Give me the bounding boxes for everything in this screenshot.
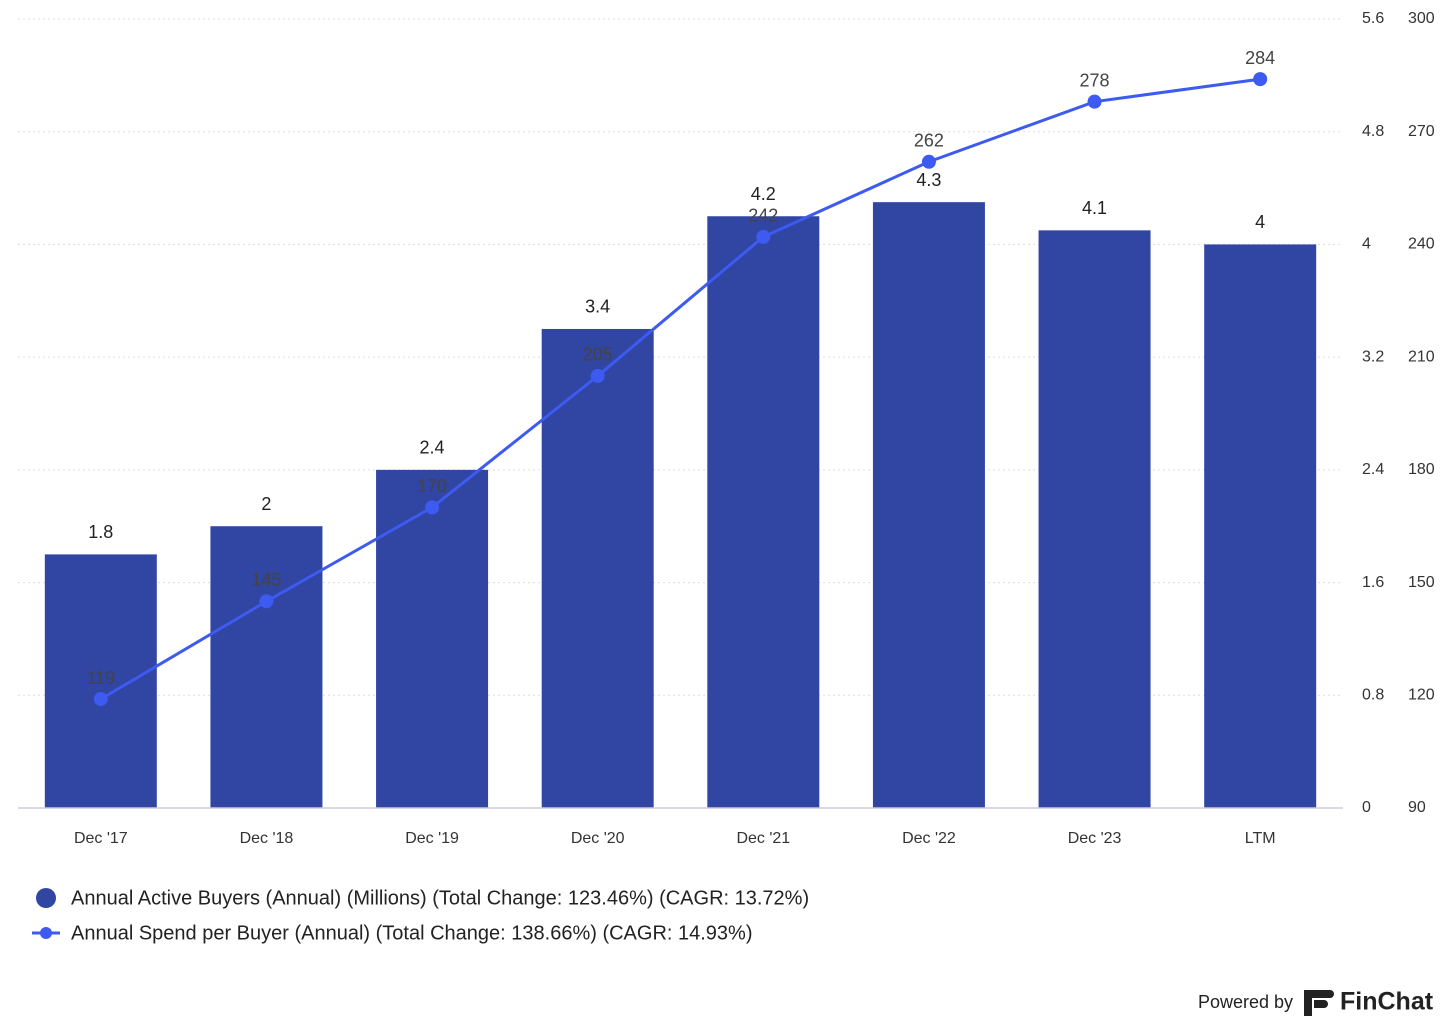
y2-tick-label: 210 bbox=[1408, 348, 1435, 365]
line bbox=[100, 77, 1261, 701]
bar-value-label: 4.1 bbox=[1082, 198, 1107, 218]
legend-swatch bbox=[36, 888, 56, 908]
bar-value-label: 4.2 bbox=[751, 184, 776, 204]
line-point bbox=[756, 229, 771, 244]
footer: Powered by FinChat bbox=[1198, 988, 1434, 1016]
x-tick-label: Dec '18 bbox=[240, 830, 294, 847]
bar bbox=[707, 216, 820, 808]
x-tick-label: LTM bbox=[1245, 830, 1276, 847]
bar bbox=[376, 469, 489, 808]
line-point bbox=[921, 154, 936, 169]
line-point bbox=[259, 594, 274, 609]
x-tick-label: Dec '19 bbox=[405, 830, 459, 847]
bar bbox=[1204, 244, 1317, 808]
x-tick-label: Dec '22 bbox=[902, 830, 956, 847]
line-value-label: 278 bbox=[1080, 70, 1110, 90]
y-tick-label: 4 bbox=[1362, 236, 1371, 253]
bar bbox=[1038, 230, 1151, 808]
legend-swatch bbox=[40, 927, 52, 939]
line-value-label: 170 bbox=[417, 476, 447, 496]
line-value-label: 242 bbox=[748, 206, 778, 226]
y-tick-label: 5.6 bbox=[1362, 10, 1384, 27]
bar-value-label: 2.4 bbox=[420, 438, 445, 458]
y-tick-label: 0 bbox=[1362, 799, 1371, 816]
y2-tick-label: 270 bbox=[1408, 123, 1435, 140]
bar bbox=[44, 554, 157, 808]
x-tick-label: Dec '23 bbox=[1068, 830, 1122, 847]
bar bbox=[541, 328, 654, 808]
y-tick-label: 0.8 bbox=[1362, 687, 1384, 704]
y-tick-label: 3.2 bbox=[1362, 348, 1384, 365]
y-tick-label: 4.8 bbox=[1362, 123, 1384, 140]
bar-value-label: 4.3 bbox=[916, 170, 941, 190]
legend-label: Annual Spend per Buyer (Annual) (Total C… bbox=[71, 922, 753, 944]
line-point bbox=[590, 368, 605, 383]
line-value-label: 262 bbox=[914, 131, 944, 151]
bar-value-label: 1.8 bbox=[88, 522, 113, 542]
line-value-label: 145 bbox=[251, 570, 281, 590]
y-tick-label: 2.4 bbox=[1362, 461, 1384, 478]
line-point bbox=[425, 500, 440, 515]
line-value-label: 205 bbox=[583, 345, 613, 365]
y2-tick-label: 180 bbox=[1408, 461, 1435, 478]
legend-label: Annual Active Buyers (Annual) (Millions)… bbox=[71, 887, 809, 909]
y2-tick-label: 120 bbox=[1408, 687, 1435, 704]
brand-logo bbox=[1304, 990, 1334, 1016]
brand: FinChat bbox=[1340, 988, 1434, 1016]
bar bbox=[210, 526, 323, 808]
bar-value-label: 2 bbox=[261, 494, 271, 514]
bar bbox=[872, 202, 985, 809]
line-point bbox=[1087, 94, 1102, 109]
x-tick-label: Dec '21 bbox=[736, 830, 790, 847]
line-point bbox=[1253, 72, 1268, 87]
y2-tick-label: 240 bbox=[1408, 236, 1435, 253]
line-value-label: 119 bbox=[86, 668, 115, 688]
x-tick-label: Dec '20 bbox=[571, 830, 625, 847]
legend: Annual Active Buyers (Annual) (Millions)… bbox=[32, 887, 809, 944]
x-tick-label: Dec '17 bbox=[74, 830, 128, 847]
y2-tick-label: 300 bbox=[1408, 10, 1435, 27]
bar-value-label: 3.4 bbox=[585, 297, 610, 317]
bar-value-label: 4 bbox=[1255, 212, 1265, 232]
line-value-label: 284 bbox=[1245, 48, 1275, 68]
y2-tick-label: 90 bbox=[1408, 799, 1426, 816]
y-tick-label: 1.6 bbox=[1362, 574, 1384, 591]
line-point bbox=[93, 692, 108, 707]
powered-by: Powered by bbox=[1198, 992, 1293, 1012]
y2-tick-label: 150 bbox=[1408, 574, 1435, 591]
